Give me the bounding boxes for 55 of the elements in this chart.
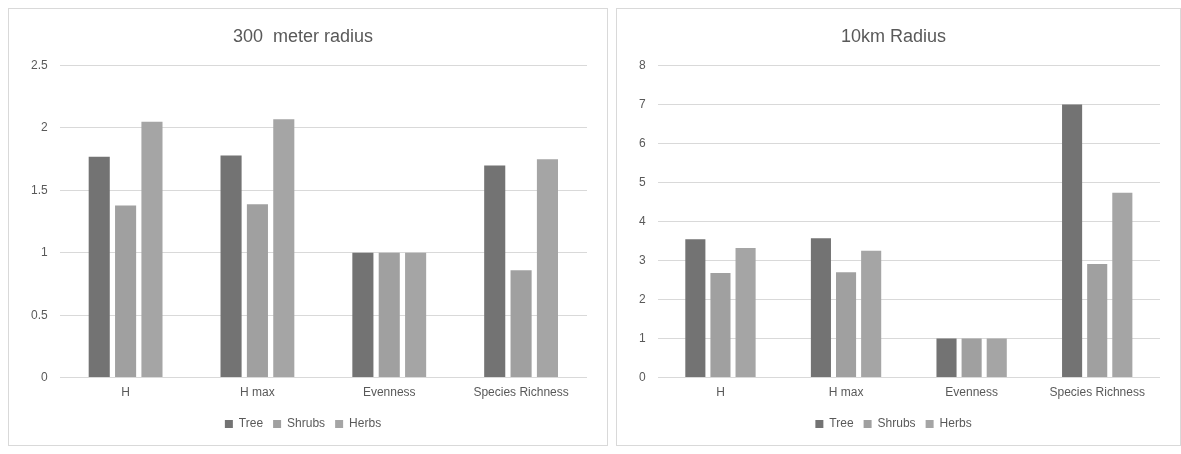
y-tick-label: 0 xyxy=(638,369,646,384)
bar xyxy=(88,156,110,378)
bar xyxy=(484,165,506,378)
y-tick-label: 1 xyxy=(40,245,48,260)
legend-label: Tree xyxy=(238,416,264,431)
y-tick-label: 2.5 xyxy=(30,57,48,72)
bar xyxy=(986,338,1007,378)
x-tick-label: H max xyxy=(240,385,275,400)
y-tick-label: 8 xyxy=(638,57,646,72)
x-tick-label: H xyxy=(716,385,725,400)
bar xyxy=(220,155,242,378)
bar xyxy=(961,338,982,378)
x-tick-label: Species Richness xyxy=(473,385,569,400)
x-tick-label: H xyxy=(121,385,130,400)
y-tick-label: 2 xyxy=(638,291,646,306)
bar xyxy=(115,205,137,378)
bar xyxy=(1087,264,1108,378)
y-tick-label: 5 xyxy=(638,174,646,189)
bar xyxy=(710,273,731,378)
legend-label: Shrubs xyxy=(287,416,326,431)
chart-title: 10km Radius xyxy=(840,25,947,46)
bar xyxy=(1112,192,1133,378)
bar xyxy=(685,239,706,378)
y-tick-label: 3 xyxy=(638,252,646,267)
bar xyxy=(141,121,163,378)
y-tick-label: 0 xyxy=(40,369,48,384)
x-tick-label: H max xyxy=(828,385,864,400)
bar xyxy=(861,250,882,378)
bar xyxy=(810,238,831,378)
legend-label: Shrubs xyxy=(877,416,916,431)
bar xyxy=(936,338,957,378)
y-tick-label: 4 xyxy=(638,213,646,228)
legend-label: Tree xyxy=(829,416,854,431)
y-tick-label: 0.5 xyxy=(30,307,48,322)
bar xyxy=(536,159,558,378)
bar xyxy=(510,270,532,378)
x-tick-label: Species Richness xyxy=(1049,385,1145,400)
x-tick-label: Evenness xyxy=(945,385,998,400)
y-tick-label: 1 xyxy=(638,330,646,345)
bar xyxy=(246,204,268,378)
legend-label: Herbs xyxy=(349,416,382,431)
bar xyxy=(405,252,427,378)
bar xyxy=(1062,104,1083,378)
y-tick-label: 6 xyxy=(638,135,646,150)
bar xyxy=(378,252,400,378)
y-tick-label: 7 xyxy=(638,96,646,111)
chart-title: 300 meter radius xyxy=(232,25,374,46)
y-tick-label: 1.5 xyxy=(30,182,48,197)
bar xyxy=(273,119,295,378)
x-tick-label: Evenness xyxy=(362,385,416,400)
bar xyxy=(352,252,374,378)
legend-label: Herbs xyxy=(939,416,972,431)
bar xyxy=(836,272,857,378)
y-tick-label: 2 xyxy=(40,120,48,135)
bar xyxy=(735,248,756,378)
